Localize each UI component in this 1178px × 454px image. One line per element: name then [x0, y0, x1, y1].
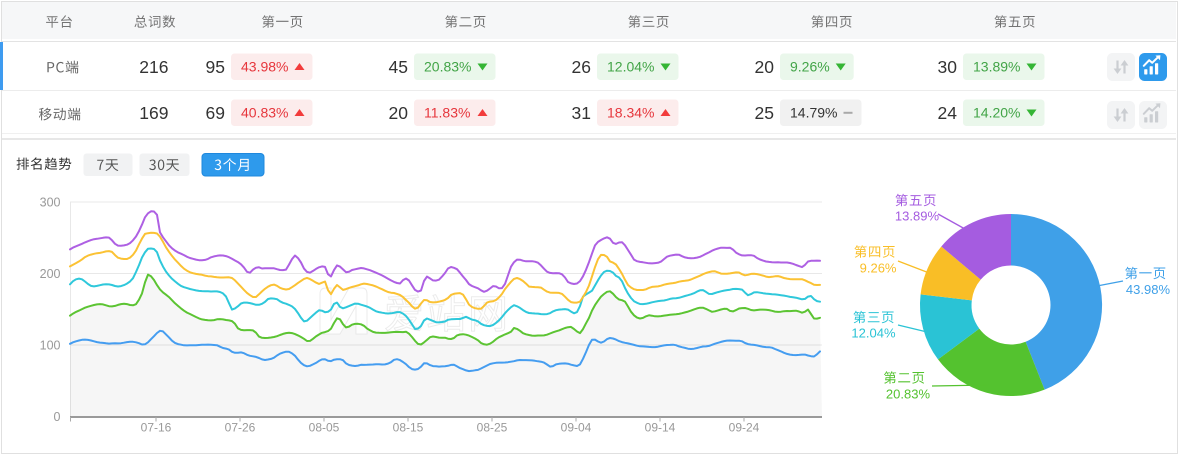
svg-text:24: 24 — [938, 103, 958, 123]
svg-text:14.20%: 14.20% — [973, 105, 1020, 121]
svg-text:169: 169 — [139, 103, 168, 123]
svg-text:08-15: 08-15 — [393, 421, 424, 435]
svg-text:20: 20 — [389, 103, 409, 123]
svg-text:08-25: 08-25 — [477, 421, 508, 435]
svg-text:40.83%: 40.83% — [241, 105, 288, 121]
svg-text:12.04%: 12.04% — [851, 326, 896, 341]
svg-text:11.83%: 11.83% — [424, 105, 470, 121]
svg-text:26: 26 — [572, 57, 591, 77]
svg-text:09-04: 09-04 — [561, 421, 592, 435]
svg-text:9.26%: 9.26% — [790, 59, 830, 75]
svg-text:07-16: 07-16 — [141, 421, 172, 435]
svg-text:20.83%: 20.83% — [886, 387, 931, 402]
svg-text:09-14: 09-14 — [645, 421, 676, 435]
svg-text:0: 0 — [54, 410, 61, 424]
svg-text:300: 300 — [40, 195, 61, 209]
svg-text:100: 100 — [40, 338, 61, 352]
svg-text:14.79%: 14.79% — [790, 105, 837, 121]
svg-text:18.34%: 18.34% — [607, 105, 654, 121]
svg-text:200: 200 — [40, 267, 61, 281]
svg-text:12.04%: 12.04% — [607, 59, 654, 75]
svg-text:31: 31 — [572, 103, 591, 123]
svg-text:45: 45 — [389, 57, 408, 77]
svg-text:13.89%: 13.89% — [895, 209, 940, 224]
svg-text:20: 20 — [755, 57, 775, 77]
svg-text:30: 30 — [938, 57, 958, 77]
svg-text:20.83%: 20.83% — [424, 59, 471, 75]
svg-text:09-24: 09-24 — [729, 421, 760, 435]
svg-text:07-26: 07-26 — [225, 421, 256, 435]
svg-text:216: 216 — [139, 57, 168, 77]
svg-text:25: 25 — [755, 103, 774, 123]
svg-text:95: 95 — [206, 57, 225, 77]
svg-text:43.98%: 43.98% — [241, 59, 288, 75]
svg-text:43.98%: 43.98% — [1126, 282, 1171, 297]
svg-text:08-05: 08-05 — [309, 421, 340, 435]
svg-text:13.89%: 13.89% — [973, 59, 1020, 75]
svg-text:69: 69 — [206, 103, 225, 123]
svg-text:9.26%: 9.26% — [860, 261, 897, 276]
